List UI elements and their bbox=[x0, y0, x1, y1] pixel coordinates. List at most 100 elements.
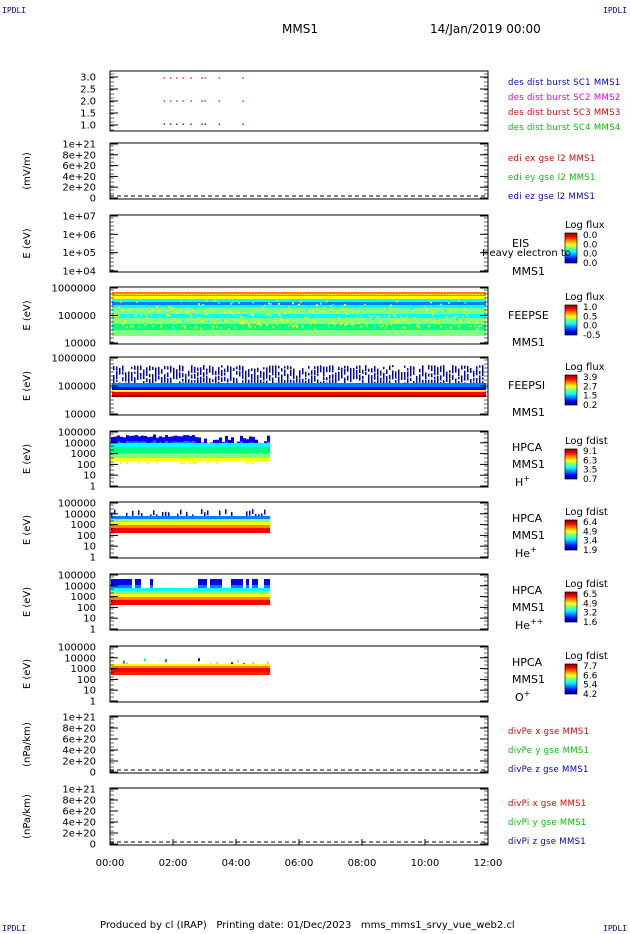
heatmap-cell bbox=[151, 294, 153, 295]
heatmap-cell bbox=[240, 435, 243, 442]
heatmap-cell bbox=[228, 453, 231, 458]
heatmap-cell bbox=[228, 328, 230, 331]
heatmap-cell bbox=[126, 326, 128, 329]
heatmap-cell bbox=[111, 525, 114, 528]
heatmap-cell bbox=[192, 453, 195, 458]
heatmap-cell bbox=[338, 319, 340, 322]
heatmap-cell bbox=[249, 519, 252, 522]
heatmap-cell bbox=[141, 597, 144, 600]
heatmap-cell bbox=[177, 528, 180, 533]
heatmap-cell bbox=[132, 458, 135, 461]
heatmap-cell bbox=[410, 372, 412, 377]
ytick-label-hpca-hepp-4: 10 bbox=[83, 614, 96, 625]
heatmap-cell bbox=[382, 294, 384, 295]
heatmap-cell bbox=[149, 365, 151, 369]
heatmap-cell bbox=[219, 600, 222, 605]
heatmap-cell bbox=[440, 378, 442, 381]
heatmap-cell bbox=[192, 664, 195, 666]
heatmap-cell bbox=[264, 516, 267, 519]
heatmap-cell bbox=[189, 666, 192, 668]
heatmap-cell bbox=[160, 325, 162, 328]
heatmap-cell bbox=[269, 375, 271, 379]
heatmap-cell bbox=[213, 439, 216, 446]
heatmap-cell bbox=[150, 528, 153, 533]
heatmap-cell bbox=[440, 375, 442, 379]
heatmap-cell bbox=[204, 314, 206, 317]
heatmap-cell bbox=[290, 311, 292, 314]
heatmap-cell bbox=[138, 326, 140, 329]
heatmap-cell bbox=[130, 294, 132, 295]
heatmap-cell bbox=[302, 326, 304, 329]
heatmap-cell bbox=[128, 377, 130, 382]
heatmap-cell bbox=[246, 668, 249, 672]
heatmap-cell bbox=[243, 672, 246, 675]
heatmap-cell bbox=[228, 439, 231, 446]
burst-point-0-3 bbox=[182, 77, 184, 79]
heatmap-cell bbox=[232, 301, 234, 304]
heatmap-cell bbox=[117, 579, 120, 585]
burst-point-1-0 bbox=[163, 100, 166, 102]
heatmap-cell bbox=[256, 322, 258, 325]
heatmap-cell bbox=[467, 366, 469, 371]
heatmap-cell bbox=[159, 594, 162, 597]
heatmap-cell bbox=[218, 302, 220, 305]
heatmap-cell bbox=[207, 528, 210, 533]
heatmap-cell bbox=[406, 315, 408, 318]
heatmap-cell bbox=[368, 309, 370, 312]
heatmap-cell bbox=[202, 303, 204, 306]
heatmap-cell bbox=[112, 392, 486, 395]
heatmap-cell bbox=[111, 443, 114, 447]
ytick-label-hpca-he-4: 10 bbox=[83, 542, 96, 553]
heatmap-cell bbox=[216, 325, 218, 328]
heatmap-cell bbox=[136, 300, 138, 303]
heatmap-cell bbox=[480, 324, 482, 327]
heatmap-cell bbox=[274, 294, 276, 295]
heatmap-cell bbox=[464, 376, 466, 381]
heatmap-cell bbox=[135, 443, 138, 447]
heatmap-cell bbox=[249, 672, 252, 675]
ytick-label-feepsi-1: 100000 bbox=[58, 382, 96, 393]
heatmap-cell bbox=[189, 447, 192, 453]
heatmap-cell bbox=[218, 375, 220, 381]
heatmap-cell bbox=[165, 528, 168, 533]
heatmap-cell bbox=[160, 294, 162, 295]
heatmap-cell bbox=[425, 376, 427, 380]
heatmap-cell bbox=[189, 668, 192, 672]
colorbar-tick-hpca-o-1: 6.6 bbox=[583, 671, 598, 681]
heatmap-cell bbox=[272, 310, 274, 313]
heatmap-cell bbox=[182, 365, 184, 370]
heatmap-cell bbox=[203, 373, 205, 378]
heatmap-cell bbox=[155, 367, 157, 373]
heatmap-cell bbox=[464, 365, 466, 369]
heatmap-cell bbox=[186, 668, 189, 672]
heatmap-cell bbox=[123, 528, 126, 533]
heatmap-cell bbox=[150, 443, 153, 447]
heatmap-cell bbox=[359, 365, 361, 369]
heatmap-cell bbox=[474, 324, 476, 327]
heatmap-cell bbox=[153, 440, 156, 445]
heatmap-cell bbox=[111, 437, 114, 444]
heatmap-cell bbox=[430, 301, 432, 304]
heatmap-cell bbox=[158, 316, 160, 319]
heatmap-cell bbox=[365, 371, 367, 375]
ytick-label-hpca-o-1: 10000 bbox=[64, 653, 96, 664]
heatmap-cell bbox=[267, 525, 270, 528]
heatmap-cell bbox=[272, 369, 274, 374]
heatmap-cell bbox=[192, 447, 195, 453]
heatmap-cell bbox=[308, 378, 310, 383]
heatmap-cell bbox=[156, 461, 158, 464]
heatmap-cell bbox=[135, 597, 138, 600]
heatmap-cell bbox=[255, 443, 258, 447]
heatmap-cell bbox=[240, 666, 243, 668]
heatmap-cell bbox=[361, 294, 363, 295]
heatmap-cell bbox=[308, 308, 310, 311]
heatmap-cell bbox=[443, 365, 445, 369]
heatmap-cell bbox=[186, 528, 189, 533]
heatmap-cell bbox=[320, 308, 322, 311]
heatmap-cell bbox=[204, 668, 207, 672]
heatmap-cell bbox=[170, 313, 172, 316]
heatmap-cell bbox=[189, 672, 192, 675]
heatmap-cell bbox=[249, 443, 252, 447]
heatmap-cell bbox=[134, 365, 136, 370]
